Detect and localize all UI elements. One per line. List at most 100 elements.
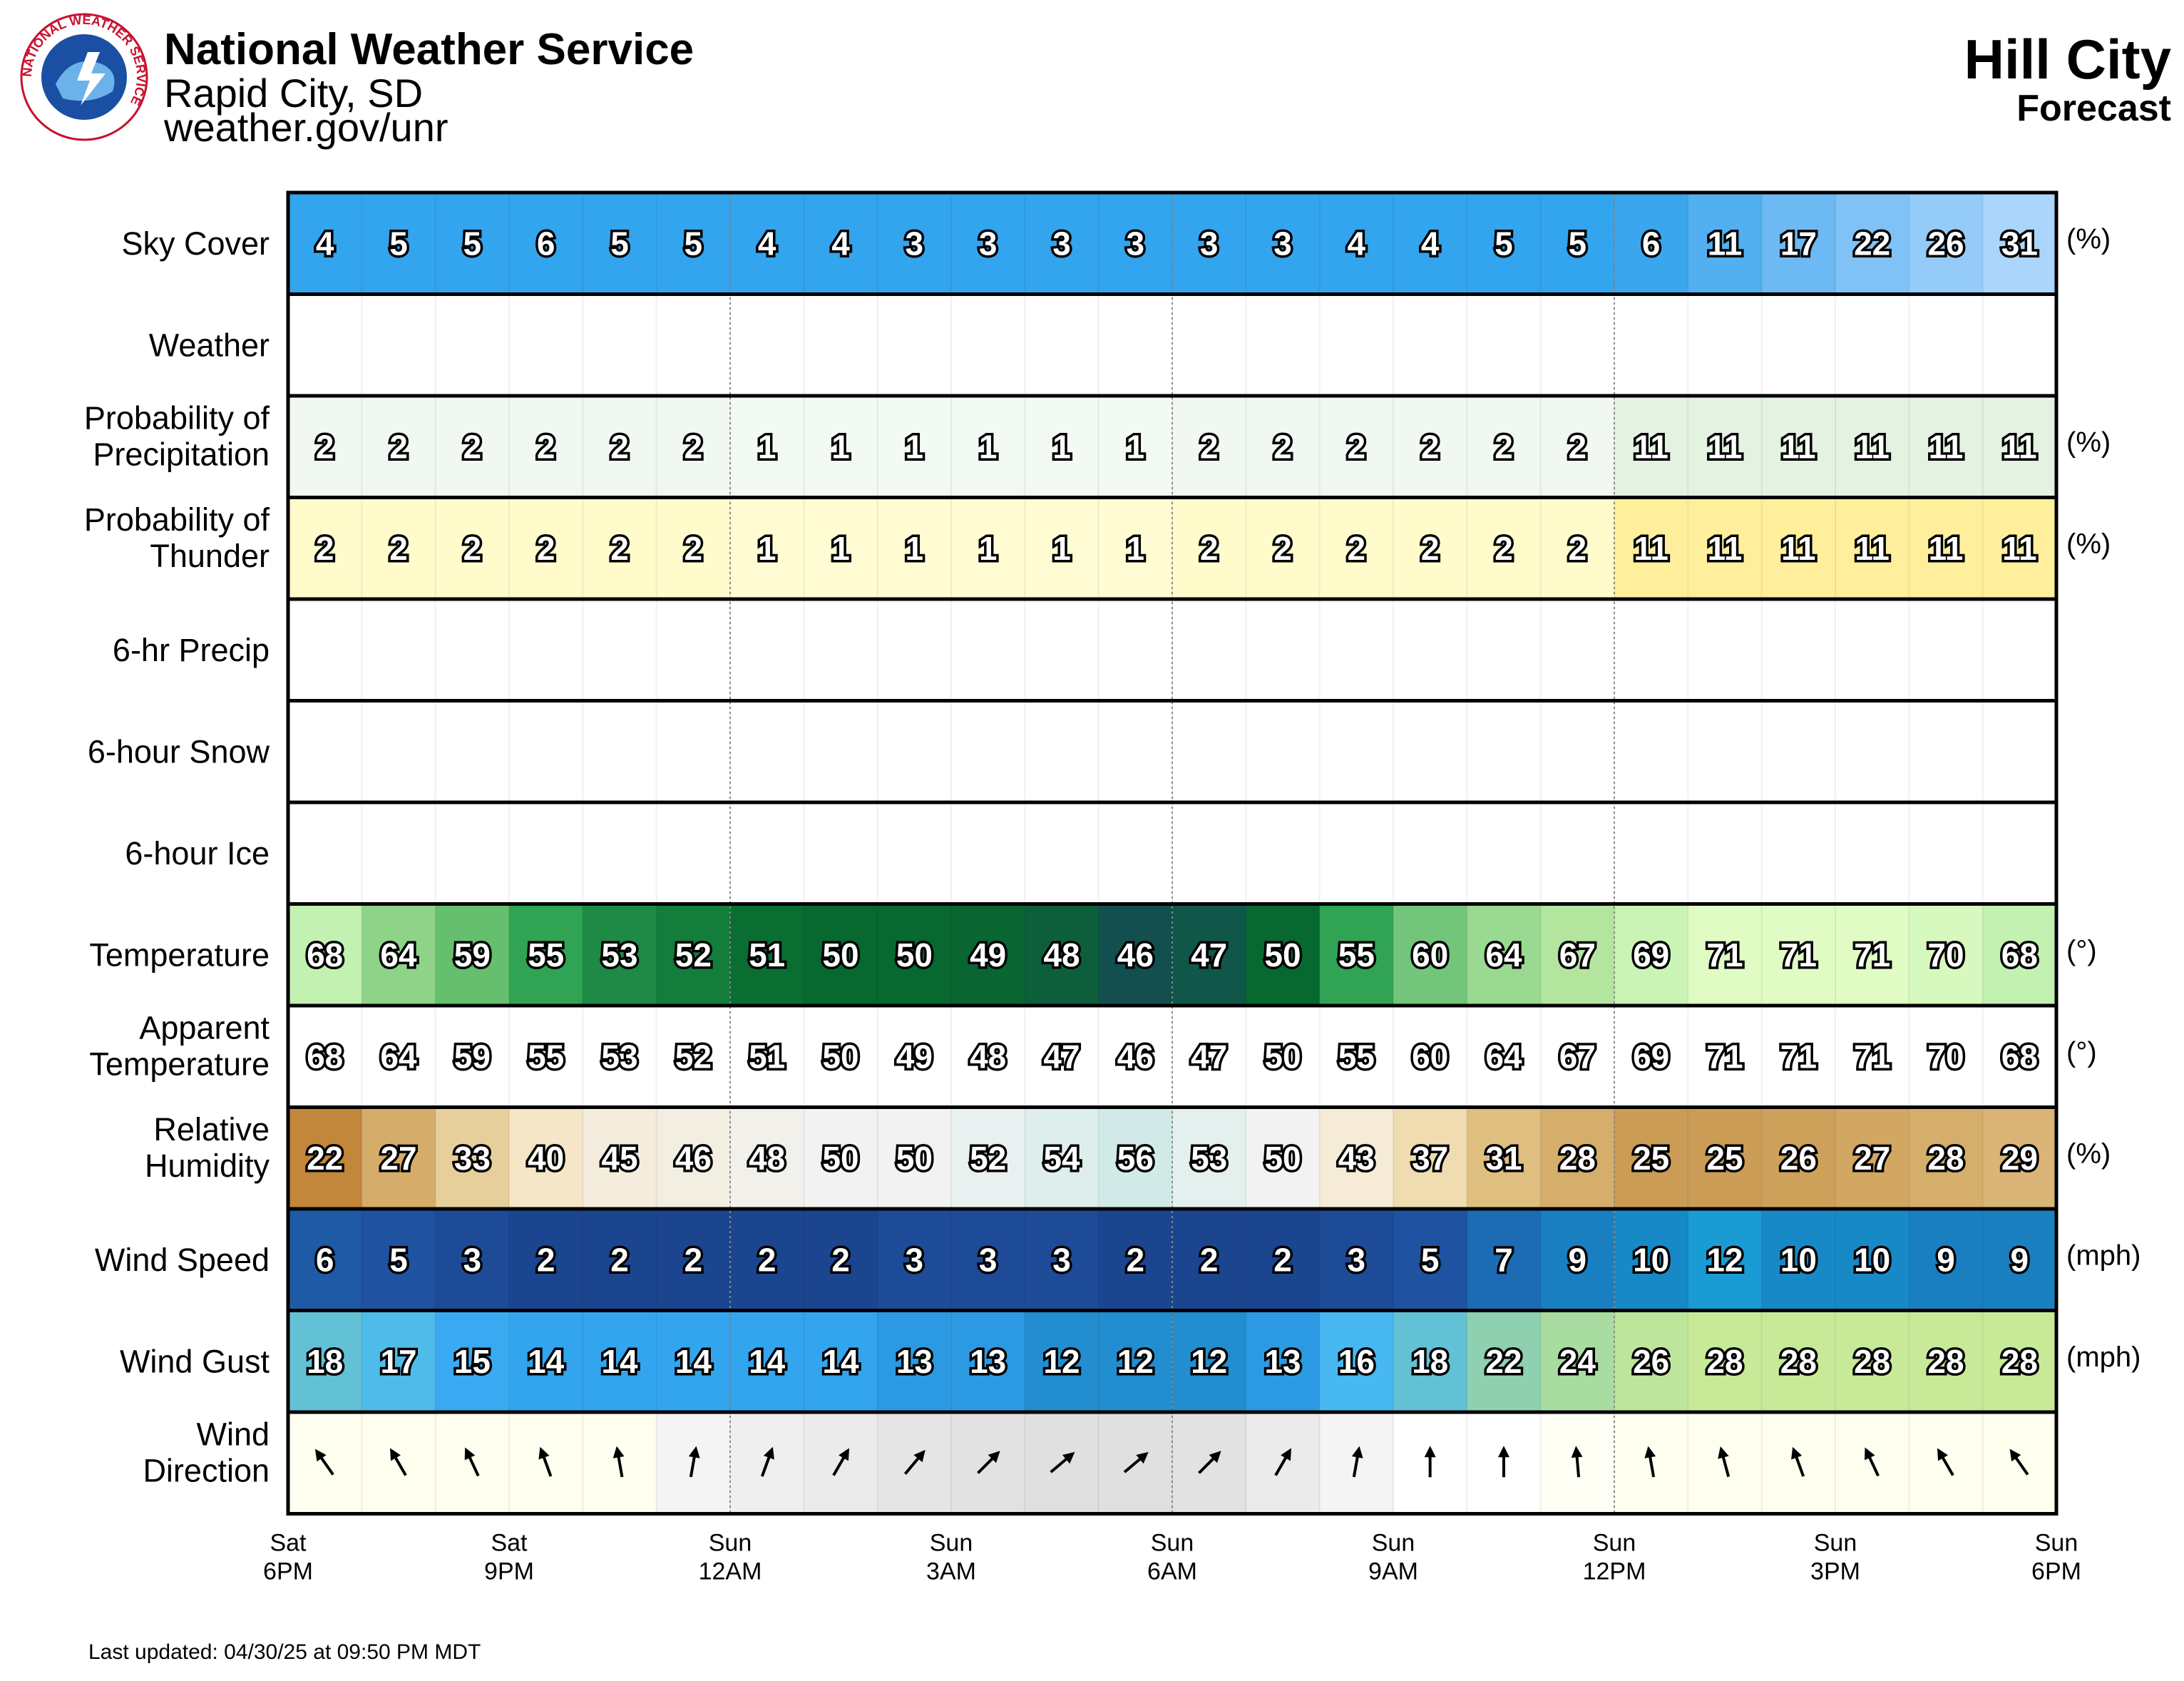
cell-bg: [435, 497, 510, 599]
cell-value: 3: [906, 1241, 924, 1278]
cell-bg: [804, 802, 878, 904]
cell-bg: [1761, 599, 1836, 701]
cell-bg: [1025, 700, 1099, 802]
wind-arrow: [612, 1446, 625, 1478]
cell-value: 17: [1780, 225, 1817, 262]
cell-bg: [1982, 1006, 2057, 1108]
cell-bg: [1540, 1310, 1615, 1412]
cell-bg: [1246, 1107, 1321, 1209]
cell-bg: [1393, 700, 1467, 802]
cell-value: 26: [1633, 1343, 1669, 1380]
cell-value: 11: [1781, 428, 1816, 465]
wind-arrow: [1351, 1446, 1363, 1478]
cell-bg: [1393, 1209, 1467, 1311]
cell-value: 25: [1633, 1140, 1669, 1177]
cell-value: 12: [1043, 1343, 1080, 1380]
cell-value: 2: [610, 1241, 629, 1278]
cell-bg: [951, 193, 1025, 295]
cell-value: 52: [675, 1038, 712, 1075]
cell-bg: [583, 497, 657, 599]
cell-value: 50: [1264, 936, 1301, 974]
cell-bg: [362, 1107, 436, 1209]
cell-value: 64: [1485, 936, 1522, 974]
cell-value: 1: [1052, 428, 1071, 465]
cell-bg: [1761, 904, 1836, 1006]
wind-arrow: [1571, 1446, 1583, 1478]
cell-bg: [1025, 904, 1099, 1006]
cell-bg: [1098, 497, 1173, 599]
cell-value: 27: [380, 1140, 416, 1177]
cell-bg: [1246, 396, 1321, 498]
cell-bg: [1025, 294, 1099, 396]
cell-bg: [1467, 193, 1542, 295]
cell-bg: [730, 599, 804, 701]
cell-bg: [1835, 396, 1909, 498]
cell-bg: [1909, 1006, 1984, 1108]
cell-bg: [1688, 497, 1763, 599]
cell-bg: [435, 1209, 510, 1311]
cell-value: 2: [1495, 530, 1513, 567]
cell-value: 6: [537, 225, 555, 262]
cell-bg: [1835, 802, 1909, 904]
cell-value: 11: [1634, 428, 1668, 465]
cell-value: 2: [316, 530, 334, 567]
cell-bg: [1467, 802, 1542, 904]
cell-bg: [877, 497, 952, 599]
cell-bg: [1467, 396, 1542, 498]
cell-bg: [1393, 1006, 1467, 1108]
cell-bg: [362, 193, 436, 295]
cell-value: 1: [831, 530, 850, 567]
cell-value: 28: [1706, 1343, 1743, 1380]
cell-bg: [1246, 1209, 1321, 1311]
cell-bg: [1319, 294, 1394, 396]
office-url[interactable]: weather.gov/unr: [164, 105, 448, 150]
cell-value: 10: [1854, 1241, 1890, 1278]
cell-value: 3: [906, 225, 924, 262]
cell-bg: [1246, 700, 1321, 802]
cell-bg: [1319, 1107, 1394, 1209]
cell-value: 1: [906, 428, 924, 465]
cell-bg: [435, 294, 510, 396]
cell-bg: [951, 1209, 1025, 1311]
time-label-day: Sat: [270, 1530, 307, 1557]
cell-bg: [1982, 396, 2057, 498]
cell-bg: [656, 396, 731, 498]
cell-bg: [804, 1006, 878, 1108]
cell-bg: [1393, 904, 1467, 1006]
cell-bg: [1909, 193, 1984, 295]
cell-value: 15: [454, 1343, 491, 1380]
cell-bg: [435, 1006, 510, 1108]
cell-value: 2: [1127, 1241, 1145, 1278]
cell-bg: [1025, 193, 1099, 295]
cell-value: 59: [454, 936, 491, 974]
cell-value: 14: [749, 1343, 786, 1380]
cell-value: 2: [1200, 428, 1219, 465]
cell-bg: [1393, 1310, 1467, 1412]
cell-value: 40: [528, 1140, 564, 1177]
wind-arrow: [1424, 1446, 1436, 1478]
cell-bg: [435, 193, 510, 295]
cell-value: 2: [316, 428, 334, 465]
cell-value: 25: [1706, 1140, 1743, 1177]
cell-value: 3: [1348, 1241, 1366, 1278]
cell-value: 2: [685, 530, 703, 567]
cell-bg: [1614, 599, 1688, 701]
cell-bg: [656, 193, 731, 295]
cell-bg: [1761, 1107, 1836, 1209]
cell-bg: [509, 1209, 583, 1311]
cell-bg: [288, 1310, 362, 1412]
cell-bg: [1467, 700, 1542, 802]
cell-bg: [1540, 396, 1615, 498]
cell-value: 64: [380, 1038, 417, 1075]
time-label-day: Sun: [1151, 1530, 1194, 1557]
cell-value: 11: [1855, 428, 1890, 465]
cell-bg: [435, 396, 510, 498]
time-label-hour: 9AM: [1368, 1558, 1418, 1585]
cell-bg: [951, 294, 1025, 396]
cell-bg: [730, 904, 804, 1006]
cell-value: 11: [1708, 428, 1743, 465]
cell-value: 55: [528, 936, 564, 974]
cell-value: 2: [537, 1241, 555, 1278]
cell-value: 1: [1127, 428, 1145, 465]
cell-bg: [1098, 396, 1173, 498]
